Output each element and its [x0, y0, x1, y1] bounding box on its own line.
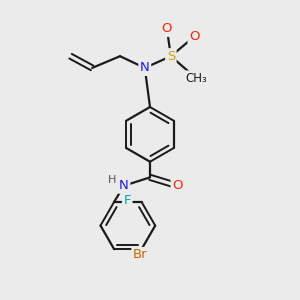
Text: O: O	[172, 179, 183, 192]
Text: Br: Br	[133, 248, 148, 262]
Text: S: S	[167, 50, 175, 63]
Text: F: F	[124, 194, 131, 207]
Text: N: N	[140, 61, 150, 74]
Text: N: N	[119, 179, 129, 192]
Text: O: O	[189, 30, 200, 43]
Text: O: O	[162, 22, 172, 35]
Text: H: H	[108, 175, 116, 185]
Text: CH₃: CH₃	[185, 72, 207, 85]
